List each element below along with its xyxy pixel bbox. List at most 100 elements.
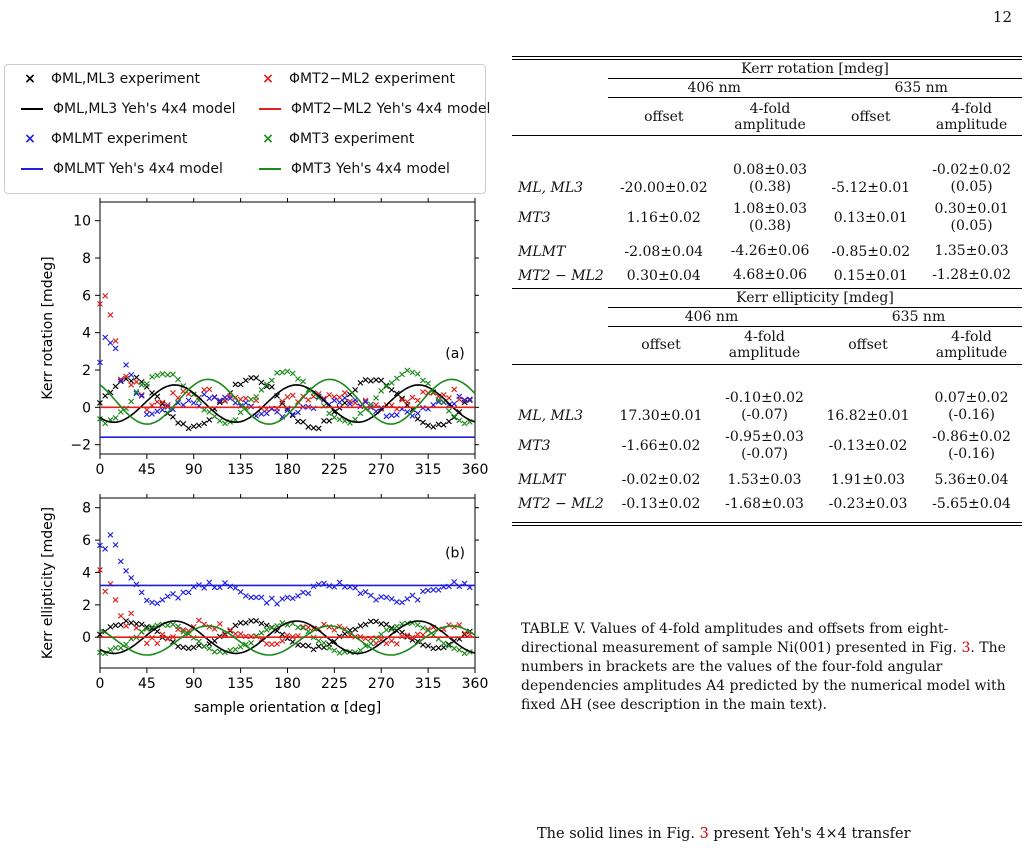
data-point: ×: [356, 378, 364, 389]
x-axis-label: sample orientation α [deg]: [194, 700, 381, 716]
data-point: ×: [200, 405, 208, 416]
data-point: ×: [158, 595, 166, 606]
data-point: ×: [169, 388, 177, 399]
data-point: ×: [174, 593, 182, 604]
table-row: MT2 − ML2 0.30±0.04 4.68±0.06 0.15±0.01 -1.2…: [512, 264, 1022, 288]
data-point: ×: [320, 643, 328, 654]
figure-ref-link[interactable]: 3: [699, 826, 709, 842]
data-point: ×: [190, 389, 198, 400]
data-point: ×: [236, 587, 244, 598]
data-point: ×: [143, 410, 151, 421]
table-cell: -0.10±0.02 (-0.07): [725, 390, 804, 423]
data-point: ×: [351, 395, 359, 406]
results-table: Kerr rotation [mdeg] 406 nm 635 nm offse…: [512, 56, 1022, 526]
data-point: ×: [335, 392, 343, 403]
offset-header: offset: [644, 108, 684, 125]
data-point: ×: [315, 641, 323, 652]
data-point: ×: [278, 412, 286, 423]
x-tick-label: 270: [368, 676, 395, 692]
data-point: ×: [294, 631, 302, 642]
data-point: ×: [179, 625, 187, 636]
x-tick-label: 90: [185, 462, 203, 478]
data-point: ×: [137, 391, 145, 402]
data-point: ×: [372, 400, 380, 411]
data-point: ×: [330, 646, 338, 657]
figure-ref-link[interactable]: 3: [961, 640, 971, 656]
data-point: ×: [361, 375, 369, 386]
data-point: ×: [262, 405, 270, 416]
data-point: ×: [283, 392, 291, 403]
table-cell: -5.12±0.01: [831, 179, 911, 196]
wavelength-406-header: 406 nm: [608, 78, 821, 98]
data-point: ×: [190, 643, 198, 654]
data-point: ×: [96, 629, 104, 640]
data-point: ×: [158, 630, 166, 641]
data-point: ×: [236, 629, 244, 640]
data-point: ×: [164, 620, 172, 631]
data-point: ×: [195, 637, 203, 648]
legend-item: × ΦMT2−ML2 experiment: [255, 71, 455, 87]
data-point: ×: [96, 414, 104, 425]
data-point: ×: [137, 627, 145, 638]
data-point: ×: [382, 412, 390, 423]
x-tick-label: 0: [96, 462, 105, 478]
data-point: ×: [377, 592, 385, 603]
data-point: ×: [330, 582, 338, 593]
data-point: ×: [414, 414, 422, 425]
data-point: ×: [273, 404, 281, 415]
data-point: ×: [221, 396, 229, 407]
data-point: ×: [361, 641, 369, 652]
data-point: ×: [106, 645, 114, 656]
data-point: ×: [158, 369, 166, 380]
offset-header: offset: [848, 337, 888, 353]
data-point: ×: [148, 622, 156, 633]
data-point: ×: [289, 410, 297, 421]
amplitude-header: amplitude: [935, 345, 1008, 361]
data-point: ×: [330, 625, 338, 636]
data-point: ×: [226, 646, 234, 657]
data-point: ×: [309, 582, 317, 593]
data-point: ×: [101, 332, 109, 343]
data-point: ×: [252, 592, 260, 603]
data-point: ×: [184, 424, 192, 435]
data-point: ×: [148, 372, 156, 383]
data-point: ×: [200, 583, 208, 594]
data-point: ×: [132, 389, 140, 400]
data-point: ×: [257, 409, 265, 420]
data-point: ×: [143, 382, 151, 393]
data-point: ×: [434, 395, 442, 406]
table-cell: -0.85±0.02: [831, 243, 911, 260]
data-point: ×: [127, 634, 135, 645]
row-label: MT3: [518, 209, 551, 226]
table-cell: 5.36±0.04: [934, 471, 1009, 488]
data-point: ×: [101, 648, 109, 659]
data-point: ×: [398, 404, 406, 415]
data-point: ×: [143, 405, 151, 416]
legend-item: ΦMT2−ML2 Yeh's 4x4 model: [255, 101, 490, 117]
data-point: ×: [283, 592, 291, 603]
caption-text: . The numbers in brackets are the values…: [521, 640, 1006, 713]
data-point: ×: [434, 391, 442, 402]
data-point: ×: [153, 599, 161, 610]
data-point: ×: [111, 336, 119, 347]
plot-kerr-rotation: 0 45 90 135 180 225 270 315 360 −2 0 2 4 6 8 10 Kerr rot…: [0, 196, 500, 486]
data-point: ×: [127, 370, 135, 381]
data-point: ×: [205, 639, 213, 650]
data-point: ×: [315, 391, 323, 402]
x-tick-label: 135: [227, 462, 254, 478]
data-point: ×: [283, 620, 291, 631]
data-point: ×: [398, 627, 406, 638]
data-point: ×: [445, 581, 453, 592]
kerr-ellipticity-chart: 0 45 90 135 180 225 270 315 360 0 2 4 6 8 Kerr ellipti…: [40, 494, 488, 716]
data-point: ×: [315, 393, 323, 404]
data-point: ×: [289, 593, 297, 604]
data-point: ×: [252, 392, 260, 403]
data-point: ×: [216, 398, 224, 409]
data-point: ×: [236, 394, 244, 405]
data-point: ×: [294, 374, 302, 385]
data-point: ×: [460, 418, 468, 429]
data-point: ×: [252, 631, 260, 642]
data-point: ×: [132, 619, 140, 630]
chart-legend: × ΦML,ML3 experiment × ΦMT2−ML2 experiment Φ…: [4, 64, 490, 194]
data-point: ×: [226, 626, 234, 637]
